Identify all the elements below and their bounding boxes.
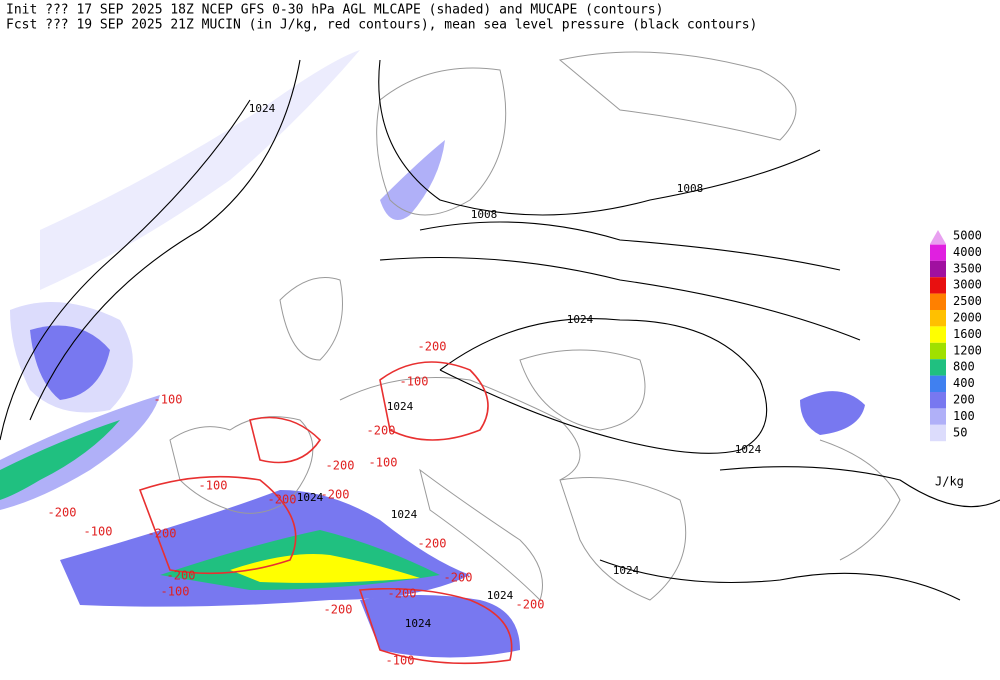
legend-label: 2000 <box>953 311 982 325</box>
legend-label: 1200 <box>953 343 982 357</box>
pressure-label: 1008 <box>471 208 498 221</box>
cin-label: -100 <box>369 456 398 470</box>
cin-label: -100 <box>161 585 190 599</box>
legend-label: 2500 <box>953 294 982 308</box>
coastlines <box>169 51 901 601</box>
cin-label: -200 <box>148 527 177 541</box>
legend-unit: J/kg <box>935 475 964 489</box>
cin-label: -200 <box>418 340 447 354</box>
cin-label: -100 <box>84 525 113 539</box>
legend-label: 800 <box>953 360 975 374</box>
pressure-label: 1024 <box>405 617 432 630</box>
cin-label: -100 <box>154 393 183 407</box>
legend-label: 400 <box>953 376 975 390</box>
pressure-label: 1008 <box>677 182 704 195</box>
legend-swatch <box>930 293 946 310</box>
cape-shading <box>0 50 865 658</box>
cin-label: -100 <box>199 479 228 493</box>
legend-label: 4000 <box>953 245 982 259</box>
legend-label: 100 <box>953 409 975 423</box>
pressure-label: 1024 <box>297 491 324 504</box>
pressure-label: 1024 <box>249 102 276 115</box>
cin-label: -100 <box>386 654 415 668</box>
legend-swatch <box>930 310 946 327</box>
legend-swatch <box>930 375 946 392</box>
legend-swatch <box>930 342 946 360</box>
legend-swatch <box>930 424 946 442</box>
legend-swatch <box>930 277 946 294</box>
legend-swatch <box>930 326 946 343</box>
pressure-label: 1024 <box>391 508 418 521</box>
pressure-label: 1024 <box>487 589 514 602</box>
legend-label: 200 <box>953 393 975 407</box>
header-line: Init ??? 17 SEP 2025 18Z NCEP GFS 0-30 h… <box>6 3 663 18</box>
cin-label: -200 <box>367 424 396 438</box>
pressure-label: 1024 <box>735 443 762 456</box>
legend-label: 3500 <box>953 261 982 275</box>
pressure-label: 1024 <box>567 313 594 326</box>
isobars <box>0 59 1000 601</box>
cin-label: -200 <box>48 506 77 520</box>
legend-swatch <box>930 244 946 261</box>
cin-label: -200 <box>321 488 350 502</box>
legend-swatch <box>930 230 946 244</box>
legend-swatch <box>930 359 946 376</box>
cin-label: -200 <box>444 571 473 585</box>
cin-label: -200 <box>167 569 196 583</box>
cin-label: -200 <box>388 587 417 601</box>
legend-swatch <box>930 260 946 278</box>
cin-label: -200 <box>268 493 297 507</box>
pressure-label: 1024 <box>613 564 640 577</box>
legend-label: 5000 <box>953 229 982 243</box>
legend-swatch <box>930 392 946 409</box>
cin-label: -200 <box>324 603 353 617</box>
legend-label: 3000 <box>953 278 982 292</box>
legend-label: 1600 <box>953 327 982 341</box>
cin-contours <box>138 361 513 665</box>
cin-label: -100 <box>400 375 429 389</box>
legend-label: 50 <box>953 425 967 439</box>
legend-swatch <box>930 408 946 425</box>
header-line: Fcst ??? 19 SEP 2025 21Z MUCIN (in J/kg,… <box>6 18 757 33</box>
cin-label: -200 <box>516 598 545 612</box>
pressure-label: 1024 <box>387 400 414 413</box>
cin-label: -200 <box>326 459 355 473</box>
cin-label: -200 <box>418 537 447 551</box>
